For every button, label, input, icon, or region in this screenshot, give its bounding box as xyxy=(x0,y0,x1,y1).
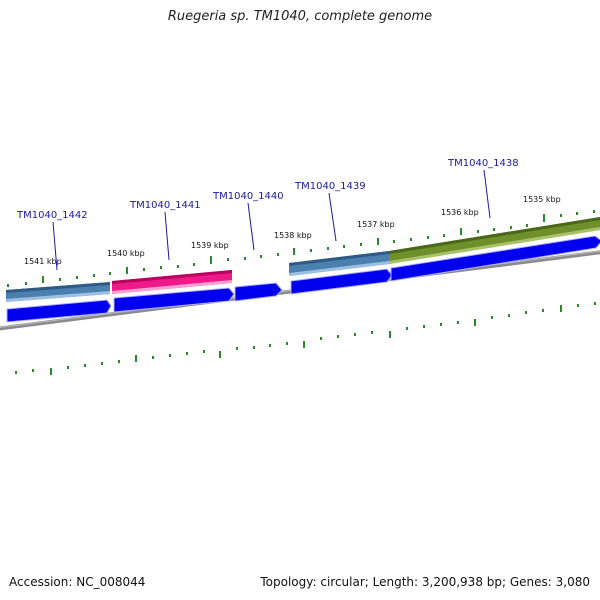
gene-features xyxy=(6,217,600,302)
gene-bar-1439[interactable] xyxy=(289,251,389,276)
gene-label-1440[interactable]: TM1040_1440 xyxy=(212,191,284,202)
cds-arrow-1440[interactable] xyxy=(234,282,283,302)
gene-label-1442[interactable]: TM1040_1442 xyxy=(16,210,88,221)
gene-label-1439[interactable]: TM1040_1439 xyxy=(294,181,366,192)
gene-bar-1438[interactable] xyxy=(389,217,600,264)
gene-label-1438[interactable]: TM1040_1438 xyxy=(447,158,519,169)
cds-arrow-1439[interactable] xyxy=(290,268,393,295)
map-title: Ruegeria sp. TM1040, complete genome xyxy=(167,9,433,24)
gene-labels: TM1040_1442 TM1040_1441 TM1040_1440 TM10… xyxy=(16,158,519,221)
kbp-label: 1539 kbp xyxy=(191,241,229,250)
cds-features xyxy=(6,235,600,323)
inner-tick-row xyxy=(15,302,596,375)
accession-text: Accession: NC_008044 xyxy=(9,575,146,589)
outer-tick-row xyxy=(7,210,595,287)
kbp-label: 1536 kbp xyxy=(441,208,479,217)
gene-leader-lines xyxy=(52,169,491,271)
kbp-label: 1541 kbp xyxy=(24,257,62,266)
gene-label-1441[interactable]: TM1040_1441 xyxy=(129,200,201,211)
cds-arrow-1441[interactable] xyxy=(113,287,235,313)
kbp-labels: 1541 kbp 1540 kbp 1539 kbp 1538 kbp 1537… xyxy=(24,195,561,266)
cds-arrow-1438[interactable] xyxy=(390,235,600,282)
kbp-label: 1538 kbp xyxy=(274,231,312,240)
genome-summary-text: Topology: circular; Length: 3,200,938 bp… xyxy=(260,575,590,589)
kbp-label: 1540 kbp xyxy=(107,249,145,258)
kbp-label: 1537 kbp xyxy=(357,220,395,229)
kbp-label: 1535 kbp xyxy=(523,195,561,204)
gene-bar-1441[interactable] xyxy=(112,270,232,294)
cds-arrow-1442[interactable] xyxy=(6,299,112,323)
